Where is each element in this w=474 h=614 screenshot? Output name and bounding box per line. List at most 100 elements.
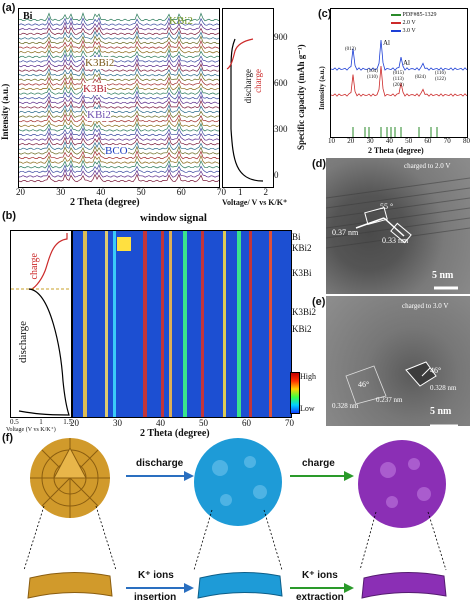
xtick: 0.5	[10, 418, 19, 426]
phase-k3bi-label: K3Bi	[83, 83, 107, 95]
xrd-trace	[19, 67, 219, 77]
xrd-trace	[19, 99, 219, 109]
peak-024: (024)	[415, 75, 426, 80]
xrd-trace	[19, 108, 219, 118]
voltage-xticks: 0.5 1 1.5	[10, 418, 72, 426]
peak-al-1: Al	[383, 39, 390, 47]
phase-kbi2: KBi2	[292, 243, 312, 253]
xrd-trace	[19, 16, 219, 26]
intense-spot	[117, 237, 131, 251]
gold-flower	[30, 438, 110, 518]
xrd-trace	[19, 104, 219, 114]
xtick: 60	[176, 187, 186, 197]
xrd-trace	[19, 122, 219, 132]
step-discharge: discharge	[136, 458, 184, 469]
capacity-plot: discharge charge	[222, 8, 274, 188]
diffraction-band	[143, 231, 147, 417]
xrd-trace	[19, 118, 219, 128]
panel-c-legend: PDF#85-1329 2.0 V 3.0 V	[391, 11, 437, 35]
tem-d-spacing-1: 0.37 nm	[332, 228, 359, 237]
panel-a-ylabel: Intensity (a.u.)	[0, 83, 10, 140]
xtick: 40	[96, 187, 106, 197]
panel-a-label: (a)	[2, 2, 16, 14]
xrd-trace	[19, 58, 219, 68]
contour-map	[72, 230, 292, 418]
peak-group: (015) (113) (202)	[393, 71, 404, 88]
panel-c-plot: PDF#85-1329 2.0 V 3.0 V (012) (104) (110)…	[330, 8, 468, 138]
xrd-stack-svg	[19, 12, 219, 183]
xtick: 2	[263, 187, 269, 197]
lattice-fringes-e	[345, 361, 458, 426]
phase-bco-label: BCO	[105, 145, 128, 157]
charge-label: charge	[29, 253, 40, 280]
panel-a-xticks: 20 30 40 50 60 70	[16, 187, 226, 197]
diffraction-band	[237, 231, 241, 417]
phase-bi-label: Bi	[23, 11, 33, 22]
phase-bi: Bi	[292, 232, 301, 242]
lattice-fringes-d	[326, 177, 470, 290]
xrd-trace	[19, 150, 219, 160]
xrd-trace	[19, 62, 219, 72]
xtick: 40	[156, 418, 165, 428]
xrd-trace	[19, 113, 219, 123]
xrd-trace	[19, 127, 219, 137]
tem-e-scalebar: 5 nm	[430, 406, 452, 417]
xrd-trace	[19, 131, 219, 141]
peak-104-110: (104) (110)	[367, 69, 378, 80]
diffraction-band	[169, 231, 172, 417]
xtick: 60	[242, 418, 251, 428]
legend-pdf: PDF#85-1329	[402, 12, 437, 18]
xrd-trace	[19, 86, 219, 95]
diffraction-band	[113, 231, 116, 417]
schematic-f: discharge charge K⁺ ions insertion K⁺ io…	[0, 430, 474, 609]
capacity-ylabel: Specific capacity (mAh g⁻¹)	[296, 44, 306, 150]
xrd-trace	[19, 76, 219, 86]
xrd-trace	[19, 136, 219, 146]
phase-kbi2-b: KBi2	[292, 324, 312, 334]
ytick: 300	[274, 124, 288, 134]
tem-e-spacing-2: 0.237 nm	[376, 396, 403, 404]
panel-a-xlabel: 2 Theta (degree)	[70, 197, 140, 208]
colorbar	[290, 372, 300, 414]
xrd-trace	[19, 35, 219, 45]
diffraction-band	[249, 231, 252, 417]
xtick: 50	[136, 187, 146, 197]
contour-phase-labels: Bi KBi2 K3Bi K3Bi2 KBi2	[292, 232, 316, 335]
diffraction-band	[183, 231, 187, 417]
legend-3v: 3.0 V	[402, 28, 416, 34]
diffraction-band	[83, 231, 87, 417]
colorbar-high: High	[300, 372, 316, 381]
xrd-c-trace	[331, 65, 467, 97]
phase-k3bi2-label: K3Bi2	[85, 57, 115, 69]
contour-svg	[83, 231, 272, 417]
capacity-xlabel: Voltage/ V vs K/K⁺	[222, 198, 288, 207]
ions-insert-b: insertion	[134, 592, 177, 603]
xrd-trace	[19, 163, 219, 174]
xtick: 1	[238, 187, 243, 197]
panel-b-label: (b)	[2, 210, 17, 222]
ions-extract-a: K⁺ ions	[302, 570, 338, 581]
tem-e-angle-1: 46°	[358, 380, 370, 389]
panel-a-plot: Bi KBi2 K3Bi2 K3Bi KBi2 BCO	[18, 8, 220, 188]
capacity-yticks: 900 600 300 0	[274, 14, 288, 198]
tem-e-spacing-3: 0.328 nm	[430, 384, 457, 392]
xrd-trace	[19, 90, 219, 100]
xtick: 20	[70, 418, 79, 428]
diffraction-band	[223, 231, 226, 417]
panel-d-label: (d)	[312, 158, 327, 170]
xrd-trace	[19, 154, 219, 164]
diffraction-band	[201, 231, 204, 417]
panel-c-xlabel: 2 Theta (degree)	[368, 146, 424, 155]
xrd-trace	[19, 159, 219, 169]
legend-charge: charge	[253, 69, 263, 93]
capacity-curve-svg	[226, 38, 264, 182]
step-charge: charge	[302, 458, 335, 469]
xrd-c-trace	[331, 39, 467, 71]
phase-k3bi: K3Bi	[292, 268, 312, 278]
diffraction-band	[269, 231, 272, 417]
phase-kbi2-2-label: KBi2	[87, 109, 111, 121]
legend-2v: 2.0 V	[402, 20, 416, 26]
phase-k3bi2: K3Bi2	[292, 307, 317, 317]
voltage-profile: charge discharge	[10, 230, 72, 418]
ions-insert-a: K⁺ ions	[138, 570, 174, 581]
